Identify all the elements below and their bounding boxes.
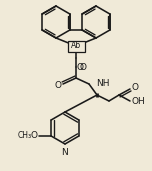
Text: O: O	[31, 131, 38, 141]
Text: O: O	[131, 82, 138, 91]
Text: O: O	[76, 62, 83, 71]
Text: OH: OH	[131, 96, 145, 106]
Text: O: O	[80, 62, 87, 71]
Text: NH: NH	[96, 80, 109, 89]
Text: N: N	[62, 148, 68, 157]
FancyBboxPatch shape	[67, 41, 85, 51]
Text: Ab: Ab	[71, 42, 81, 50]
Text: CH₃: CH₃	[18, 131, 32, 141]
Text: O: O	[55, 81, 62, 90]
